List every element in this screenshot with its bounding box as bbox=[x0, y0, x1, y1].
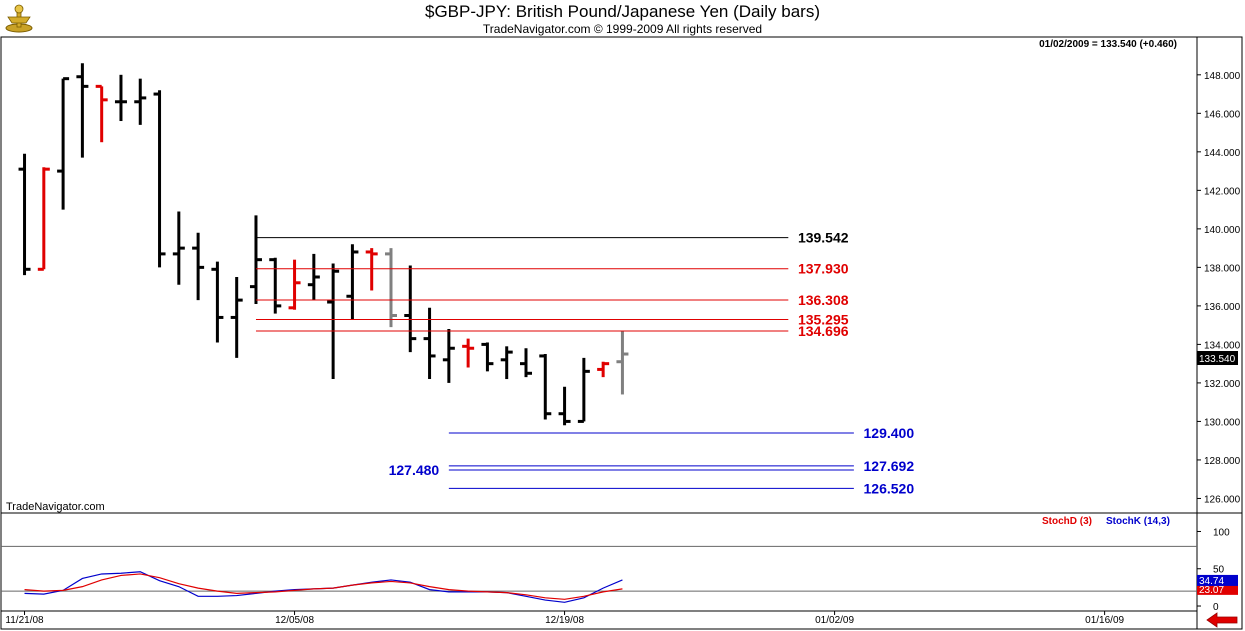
legend-stoch-d: StochD (3) bbox=[1042, 516, 1092, 527]
stoch-last-box bbox=[1197, 583, 1238, 595]
last-price-label: 133.540 bbox=[1199, 354, 1236, 365]
date-tick-label: 12/19/08 bbox=[545, 615, 584, 626]
price-bar bbox=[346, 244, 359, 320]
stoch-last-label: 23.07 bbox=[1199, 585, 1224, 596]
price-bar bbox=[307, 253, 320, 301]
quote-readout: 01/02/2009 = 133.540 (+0.460) bbox=[1039, 39, 1177, 50]
price-tick-label: 148.000 bbox=[1204, 71, 1241, 82]
price-bar bbox=[57, 77, 70, 210]
price-bar bbox=[462, 338, 475, 368]
stoch-last-box bbox=[1197, 574, 1238, 586]
price-bar bbox=[423, 307, 436, 380]
price-bar bbox=[230, 277, 243, 358]
level-label: 127.480 bbox=[389, 462, 440, 478]
price-bar bbox=[18, 153, 31, 276]
price-tick-label: 140.000 bbox=[1204, 225, 1241, 236]
level-label: 129.400 bbox=[864, 425, 915, 441]
price-bar bbox=[288, 259, 301, 310]
price-bar bbox=[153, 90, 166, 268]
price-bar bbox=[114, 74, 127, 122]
last-price-box bbox=[1197, 351, 1238, 365]
date-axis: 11/21/08 12/05/08 12/19/08 01/02/09 01/16/09 bbox=[5, 611, 1125, 626]
stoch-last-label: 34.74 bbox=[1199, 576, 1224, 587]
price-tick-label: 134.000 bbox=[1204, 340, 1241, 351]
price-bar bbox=[404, 265, 417, 353]
stoch-tick-label: 0 bbox=[1213, 602, 1219, 613]
chart-frame bbox=[0, 36, 1243, 630]
price-bar bbox=[442, 328, 455, 383]
price-bar bbox=[616, 330, 629, 395]
stoch-series-line bbox=[24, 573, 623, 600]
price-tick-label: 136.000 bbox=[1204, 302, 1241, 313]
level-label: 136.308 bbox=[798, 292, 849, 308]
level-label: 139.542 bbox=[798, 230, 849, 246]
date-tick-label: 12/05/08 bbox=[275, 615, 314, 626]
price-bar bbox=[269, 257, 282, 314]
watermark-text: TradeNavigator.com bbox=[6, 501, 105, 513]
price-tick-label: 128.000 bbox=[1204, 456, 1241, 467]
stoch-tick-label: 50 bbox=[1213, 565, 1225, 576]
price-bar bbox=[539, 354, 552, 420]
price-bar bbox=[577, 357, 590, 423]
legend-stoch-k: StochK (14,3) bbox=[1106, 516, 1170, 527]
price-bar bbox=[211, 261, 224, 343]
scroll-left-arrow-icon[interactable] bbox=[1205, 612, 1239, 628]
level-label: 127.692 bbox=[864, 458, 915, 474]
date-tick-label: 01/16/09 bbox=[1085, 615, 1124, 626]
chart-title: $GBP-JPY: British Pound/Japanese Yen (Da… bbox=[425, 2, 820, 21]
price-bar bbox=[558, 386, 571, 426]
price-bar bbox=[365, 248, 378, 291]
level-label: 135.295 bbox=[798, 311, 849, 327]
trade-navigator-logo-icon[interactable] bbox=[4, 3, 34, 33]
date-tick-label: 11/21/08 bbox=[5, 615, 44, 626]
price-bar bbox=[519, 348, 532, 378]
price-bar bbox=[327, 263, 340, 380]
copyright-text: TradeNavigator.com © 1999-2009 All right… bbox=[482, 22, 763, 36]
level-label: 126.520 bbox=[864, 480, 915, 496]
date-tick-label: 01/02/09 bbox=[815, 615, 854, 626]
price-bar bbox=[500, 346, 513, 380]
price-bar bbox=[481, 342, 494, 372]
price-tick-label: 126.000 bbox=[1204, 494, 1241, 505]
price-bar bbox=[37, 167, 50, 271]
price-tick-label: 146.000 bbox=[1204, 109, 1241, 120]
price-tick-label: 132.000 bbox=[1204, 379, 1241, 390]
price-bar bbox=[384, 248, 397, 328]
stoch-tick-label: 100 bbox=[1213, 527, 1230, 538]
level-label: 134.696 bbox=[798, 323, 849, 339]
price-axis: 148.000 146.000 144.000 142.000 140.000 138.0… bbox=[1197, 71, 1241, 505]
price-bar bbox=[172, 211, 185, 285]
price-tick-label: 142.000 bbox=[1204, 186, 1241, 197]
price-tick-label: 130.000 bbox=[1204, 417, 1241, 428]
stoch-axis: 100 50 0 bbox=[1, 527, 1230, 613]
price-bars bbox=[18, 63, 629, 426]
price-bar bbox=[76, 63, 89, 158]
price-bar bbox=[597, 361, 610, 378]
price-bar bbox=[95, 84, 108, 143]
price-tick-label: 138.000 bbox=[1204, 263, 1241, 274]
level-label: 137.930 bbox=[798, 261, 849, 277]
price-bar bbox=[249, 215, 262, 304]
price-bar bbox=[192, 232, 205, 301]
price-bar bbox=[134, 78, 147, 125]
price-tick-label: 144.000 bbox=[1204, 148, 1241, 159]
stoch-series-line bbox=[24, 571, 623, 603]
